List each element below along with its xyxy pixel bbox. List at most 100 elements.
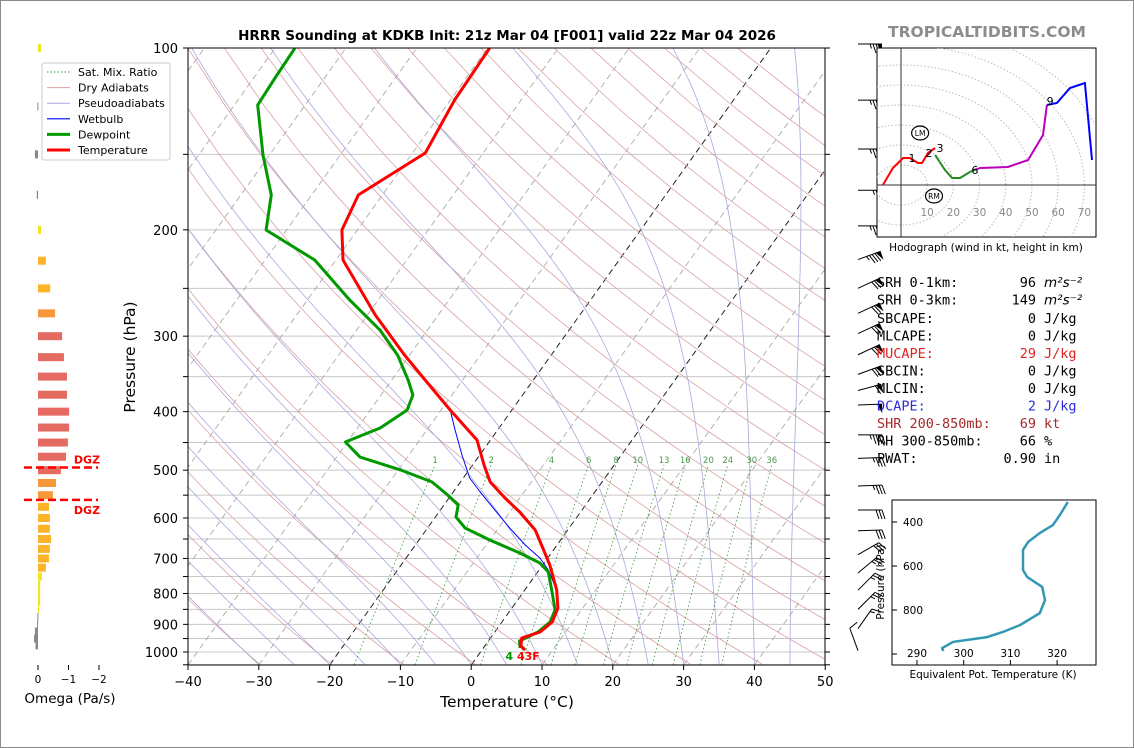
- barb-full: [878, 485, 883, 495]
- barb-full: [873, 346, 882, 355]
- omega-bar: [38, 605, 39, 614]
- barb-half: [869, 611, 875, 614]
- isotherm: [400, 70, 825, 665]
- barb-full: [872, 148, 877, 159]
- barb-full: [868, 255, 876, 264]
- barb-full: [878, 529, 883, 540]
- omega-bar: [36, 190, 38, 199]
- barb-half: [869, 43, 872, 49]
- theta-e-frame: [891, 499, 1097, 666]
- stat-row: MUCAPE: 29 J/kg: [877, 346, 1077, 362]
- hodograph-tick-label: 40: [999, 207, 1012, 219]
- omega-bar: [38, 572, 42, 581]
- isotherm: [188, 48, 559, 567]
- dry-adiabat: [188, 534, 333, 665]
- pseudoadiabat: [188, 595, 260, 665]
- stat-row: SHR 200-850mb: 69 kt: [877, 416, 1060, 432]
- barb-half: [872, 457, 876, 463]
- barb-pennant: [875, 251, 884, 260]
- wind-barb: [857, 403, 883, 414]
- dry-adiabat: [517, 48, 825, 301]
- dry-adiabat: [188, 227, 692, 665]
- dry-adiabat: [480, 48, 825, 334]
- mixing-ratio-label: 36: [766, 456, 777, 466]
- pseudoadiabat: [188, 524, 330, 665]
- skewt-axes: −40 −30 −20 −10 0 10 20 30 40 50 100 200 300 400 500 60…: [145, 42, 834, 690]
- dry-adiabat: [444, 48, 825, 367]
- omega-bar: [38, 44, 42, 52]
- hodograph-height-label: 9: [1047, 95, 1054, 108]
- y-tick-label: 800: [153, 587, 178, 602]
- omega-bar: [38, 597, 41, 606]
- theta-e-x-label: Equivalent Pot. Temperature (K): [909, 669, 1076, 681]
- theta-e-x-tick-label: 290: [907, 648, 927, 660]
- barb-staff: [857, 542, 880, 556]
- stat-row: MLCAPE: 0 J/kg: [877, 329, 1077, 345]
- barb-full: [874, 367, 882, 376]
- barb-half: [871, 561, 877, 565]
- storm-motion-marker: [924, 188, 944, 204]
- dry-adiabat: [407, 48, 825, 401]
- mixing-ratio-line: [673, 464, 729, 665]
- hodograph-height-label: 2: [926, 147, 933, 160]
- omega-bar: [38, 309, 56, 318]
- barb-full: [874, 385, 882, 395]
- barb-pennant: [875, 366, 884, 375]
- barb-staff: [857, 529, 883, 532]
- hodograph-tick-label: 50: [1025, 207, 1038, 219]
- y-tick-label: 600: [153, 512, 178, 527]
- barb-full: [874, 572, 884, 578]
- omega-bar: [38, 423, 70, 432]
- theta-e-chart: 400 600 800 290 300 310 320: [891, 499, 1097, 666]
- wind-barb: [857, 572, 884, 591]
- omega-tick-label: −2: [91, 674, 106, 686]
- barb-full: [878, 434, 883, 445]
- barb-staff: [857, 557, 877, 574]
- pseudoadiabat: [374, 48, 685, 665]
- barb-pennant: [875, 278, 884, 287]
- hodograph-height-label: 1: [909, 152, 916, 165]
- pseudoadiabat: [188, 560, 295, 665]
- hodograph-segment: [934, 154, 976, 179]
- storm-motion-label: LM: [915, 129, 926, 138]
- storm-motion-label: RM: [928, 192, 940, 201]
- hodograph: 10 20 30 40 50 60 70 1 2 3 6 9 LM RM: [876, 47, 1097, 238]
- omega-bar: [38, 544, 50, 553]
- barb-full: [871, 608, 882, 613]
- omega-bar: [38, 524, 50, 533]
- barb-full: [872, 594, 882, 600]
- stat-label: SRH 0-1km:: [877, 275, 958, 291]
- barb-full: [871, 281, 879, 290]
- omega-bar: [38, 581, 41, 590]
- legend-label: Pseudoadiabats: [78, 97, 165, 110]
- wind-barb: [857, 542, 887, 556]
- barb-pennant: [877, 404, 883, 414]
- barb-full: [871, 254, 879, 263]
- hodograph-label: Hodograph (wind in kt, height in km): [889, 242, 1083, 254]
- theta-e-y-tick-label: 600: [903, 561, 923, 573]
- barb-pennant: [876, 384, 884, 393]
- omega-bar: [38, 353, 64, 362]
- mixing-ratio-label: 16: [680, 456, 691, 466]
- dry-adiabat: [188, 409, 477, 665]
- pseudoadiabat: [188, 228, 543, 665]
- omega-bar: [34, 627, 38, 636]
- barb-full: [875, 485, 880, 495]
- omega-bar: [38, 491, 53, 500]
- barb-staff: [857, 592, 876, 610]
- theta-e-x-tick-label: 310: [1000, 648, 1020, 660]
- pseudoadiabat: [789, 48, 802, 665]
- dry-adiabat: [188, 48, 825, 621]
- barb-full: [875, 509, 880, 520]
- barb-full: [872, 574, 882, 581]
- hodograph-tick-label: 60: [1052, 207, 1065, 219]
- barb-full: [873, 325, 882, 334]
- isotherm: [188, 48, 630, 665]
- stat-value: 2: [1028, 399, 1036, 415]
- barb-full: [871, 326, 879, 335]
- barb-full: [874, 253, 882, 262]
- hodograph-segment: [882, 147, 936, 186]
- dry-adiabat: [188, 107, 825, 660]
- mixing-ratio-line: [414, 464, 492, 665]
